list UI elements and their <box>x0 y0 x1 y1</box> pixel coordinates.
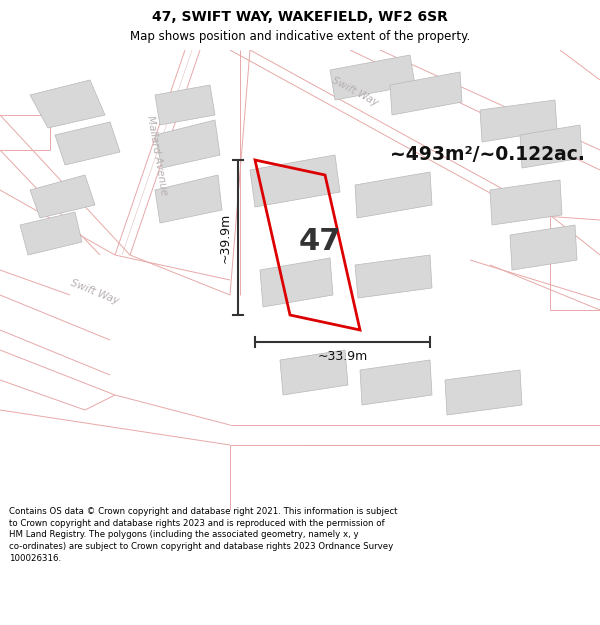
Polygon shape <box>280 350 348 395</box>
Text: ~33.9m: ~33.9m <box>317 350 368 363</box>
Polygon shape <box>360 360 432 405</box>
Polygon shape <box>445 370 522 415</box>
Polygon shape <box>155 85 215 125</box>
Polygon shape <box>260 258 333 307</box>
Text: Swift Way: Swift Way <box>70 278 121 306</box>
Polygon shape <box>355 172 432 218</box>
Polygon shape <box>20 212 82 255</box>
Polygon shape <box>510 225 577 270</box>
Polygon shape <box>30 175 95 218</box>
Text: Mallard Avenue: Mallard Avenue <box>145 114 169 196</box>
Polygon shape <box>330 55 415 100</box>
Polygon shape <box>55 122 120 165</box>
Text: Swift Way: Swift Way <box>330 76 380 108</box>
Text: ~39.9m: ~39.9m <box>219 213 232 262</box>
Polygon shape <box>490 180 562 225</box>
Polygon shape <box>355 255 432 298</box>
Text: ~493m²/~0.122ac.: ~493m²/~0.122ac. <box>390 146 585 164</box>
Polygon shape <box>250 155 340 207</box>
Text: 47, SWIFT WAY, WAKEFIELD, WF2 6SR: 47, SWIFT WAY, WAKEFIELD, WF2 6SR <box>152 10 448 24</box>
Text: Map shows position and indicative extent of the property.: Map shows position and indicative extent… <box>130 30 470 43</box>
Polygon shape <box>155 120 220 168</box>
Text: Contains OS data © Crown copyright and database right 2021. This information is : Contains OS data © Crown copyright and d… <box>9 507 398 563</box>
Polygon shape <box>155 175 222 223</box>
Polygon shape <box>520 125 582 168</box>
Polygon shape <box>390 72 462 115</box>
Polygon shape <box>30 80 105 128</box>
Text: 47: 47 <box>299 228 341 256</box>
Polygon shape <box>480 100 557 142</box>
